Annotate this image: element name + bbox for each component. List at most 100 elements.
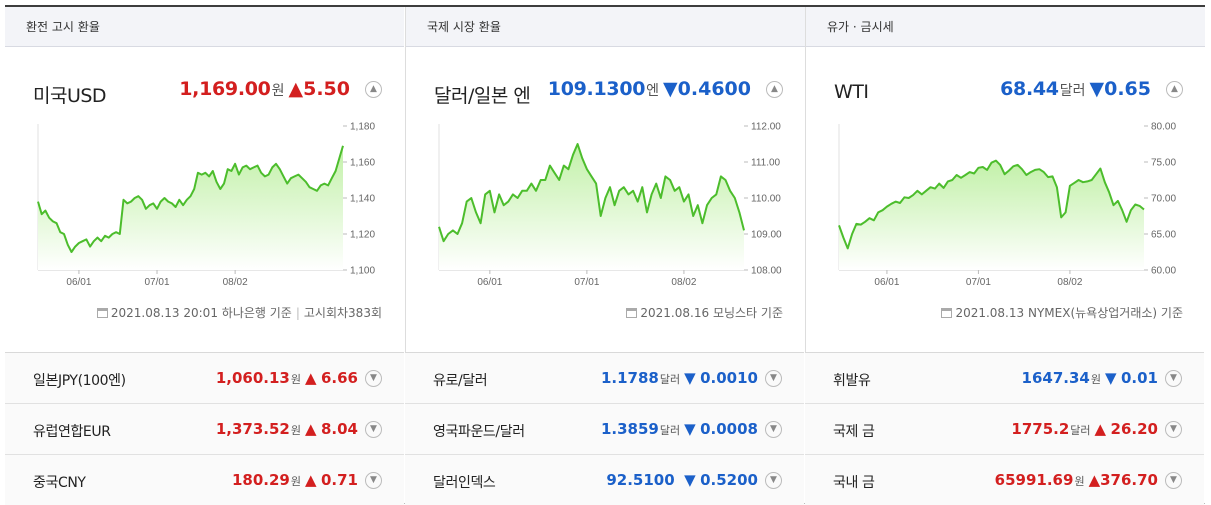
row-value: 1,373.52원 ▲ 8.04	[216, 420, 358, 438]
up-arrow-icon: ▲	[304, 420, 317, 438]
row-number: 1.1788	[600, 369, 659, 387]
list-item[interactable]: 국내 금 65991.69원 ▲376.70 ▼	[805, 454, 1204, 505]
list-item[interactable]: 유럽연합EUR 1,373.52원 ▲ 8.04 ▼	[5, 403, 404, 454]
y-tick-label: 112.00	[751, 122, 781, 133]
row-number: 1,060.13	[215, 369, 290, 387]
panel-header: 환전 고시 환율	[5, 7, 404, 47]
y-tick-label: 75.00	[1151, 158, 1176, 169]
quote-list: 일본JPY(100엔) 1,060.13원 ▲ 6.66 ▼ 유럽연합EUR 1,…	[5, 352, 404, 505]
x-tick-label: 07/01	[574, 277, 599, 288]
list-item[interactable]: 중국CNY 180.29원 ▲ 0.71 ▼	[5, 454, 404, 505]
footer-date: 2021.08.13	[955, 306, 1025, 320]
row-unit: 달러	[659, 373, 681, 386]
row-name: 중국CNY	[33, 475, 86, 491]
panel-exchange-notice: 환전 고시 환율 미국USD 1,169.00원 ▲5.50 ▲ 1,100 1,1…	[5, 7, 404, 503]
down-arrow-icon: ▼	[684, 471, 696, 489]
main-quote-change: 0.65	[1104, 78, 1151, 100]
x-tick-label: 08/02	[223, 277, 248, 288]
down-arrow-icon: ▼	[663, 78, 678, 100]
main-quote-row[interactable]: WTI 68.44달러 ▼0.65 ▲	[834, 68, 1183, 108]
expand-icon[interactable]: ▼	[765, 421, 782, 438]
row-value: 1775.2달러 ▲ 26.20	[1011, 420, 1158, 438]
calendar-icon	[626, 308, 638, 318]
row-value: 65991.69원 ▲376.70	[995, 471, 1158, 489]
row-value: 1.1788달러 ▼ 0.0010	[601, 369, 758, 387]
down-arrow-icon: ▼	[684, 369, 696, 387]
main-quote-row[interactable]: 미국USD 1,169.00원 ▲5.50 ▲	[33, 68, 382, 108]
row-unit: 원	[290, 373, 301, 386]
expand-icon[interactable]: ▼	[1165, 370, 1182, 387]
main-quote-row[interactable]: 달러/일본 엔 109.1300엔 ▼0.4600 ▲	[434, 68, 783, 108]
main-quote-number: 68.44	[1000, 78, 1059, 100]
row-number: 180.29	[231, 471, 290, 489]
x-tick-label: 06/01	[66, 277, 91, 288]
market-widget: 환전 고시 환율 미국USD 1,169.00원 ▲5.50 ▲ 1,100 1,1…	[5, 5, 1205, 505]
collapse-icon[interactable]: ▲	[365, 81, 382, 98]
y-tick-label: 1,180	[350, 122, 375, 133]
chart-footer: 2021.08.16 모닝스타 기준	[626, 304, 783, 321]
down-arrow-icon: ▼	[684, 420, 696, 438]
row-change: 0.0010	[700, 369, 758, 387]
row-change: 26.20	[1110, 420, 1158, 438]
row-number: 1,373.52	[215, 420, 290, 438]
chart-line	[838, 159, 1145, 250]
x-tick-label: 08/02	[671, 277, 696, 288]
list-item[interactable]: 달러인덱스 92.5100 ▼ 0.5200 ▼	[405, 454, 804, 505]
down-arrow-icon: ▼	[1089, 78, 1105, 100]
y-tick-label: 108.00	[751, 266, 782, 277]
footer-source: NYMEX(뉴욕상업거래소) 기준	[1027, 306, 1183, 320]
up-arrow-icon: ▲	[1094, 420, 1107, 438]
row-name: 휘발유	[833, 373, 871, 389]
panel-header: 유가 · 금시세	[806, 7, 1205, 47]
main-quote: 달러/일본 엔 109.1300엔 ▼0.4600 ▲ 108.00 109.00 1…	[406, 47, 805, 352]
expand-icon[interactable]: ▼	[765, 472, 782, 489]
list-item[interactable]: 휘발유 1647.34원 ▼ 0.01 ▼	[805, 352, 1204, 403]
footer-source: 하나은행 기준	[221, 306, 292, 320]
row-number: 92.5100	[606, 471, 675, 489]
chart-footer: 2021.08.13 20:01 하나은행 기준 | 고시회차383회	[96, 304, 382, 321]
y-tick-label: 1,120	[350, 230, 375, 241]
row-number: 65991.69	[994, 471, 1074, 489]
expand-icon[interactable]: ▼	[365, 421, 382, 438]
main-quote-number: 1,169.00	[179, 78, 271, 100]
x-tick-label: 07/01	[966, 277, 991, 288]
main-quote-change: 5.50	[303, 78, 350, 100]
row-unit: 원	[290, 424, 301, 437]
list-item[interactable]: 일본JPY(100엔) 1,060.13원 ▲ 6.66 ▼	[5, 352, 404, 403]
main-quote-change: 0.4600	[677, 78, 751, 100]
y-tick-label: 80.00	[1151, 122, 1176, 133]
list-item[interactable]: 유로/달러 1.1788달러 ▼ 0.0010 ▼	[405, 352, 804, 403]
row-change: 0.0008	[700, 420, 758, 438]
expand-icon[interactable]: ▼	[1165, 421, 1182, 438]
expand-icon[interactable]: ▼	[1165, 472, 1182, 489]
row-change: 376.70	[1100, 471, 1158, 489]
list-item[interactable]: 국제 금 1775.2달러 ▲ 26.20 ▼	[805, 403, 1204, 454]
row-value: 92.5100 ▼ 0.5200	[606, 471, 758, 489]
expand-icon[interactable]: ▼	[765, 370, 782, 387]
y-tick-label: 1,100	[350, 266, 375, 277]
x-tick-label: 08/02	[1057, 277, 1082, 288]
usd-krw-chart: 1,100 1,120 1,140 1,160 1,180 06/01 07/01 08/02	[37, 122, 375, 288]
down-arrow-icon: ▼	[1104, 369, 1117, 387]
main-quote-name: WTI	[834, 81, 869, 103]
chart-footer: 2021.08.13 NYMEX(뉴욕상업거래소) 기준	[941, 304, 1183, 321]
expand-icon[interactable]: ▼	[365, 472, 382, 489]
footer-source: 모닝스타 기준	[712, 306, 783, 320]
up-arrow-icon: ▲	[1088, 471, 1101, 489]
usd-jpy-chart: 108.00 109.00 110.00 111.00 112.00 06/01 07/01…	[438, 122, 782, 288]
quote-list: 유로/달러 1.1788달러 ▼ 0.0010 ▼ 영국파운드/달러 1.3859…	[405, 352, 804, 505]
row-change: 8.04	[320, 420, 358, 438]
calendar-icon	[96, 308, 108, 318]
collapse-icon[interactable]: ▲	[766, 81, 783, 98]
row-name: 국제 금	[833, 424, 875, 440]
chart-line	[438, 143, 745, 243]
main-quote-unit: 엔	[646, 83, 660, 99]
list-item[interactable]: 영국파운드/달러 1.3859달러 ▼ 0.0008 ▼	[405, 403, 804, 454]
up-arrow-icon: ▲	[304, 471, 317, 489]
collapse-icon[interactable]: ▲	[1166, 81, 1183, 98]
y-tick-label: 111.00	[751, 158, 781, 169]
expand-icon[interactable]: ▼	[365, 370, 382, 387]
row-change: 0.5200	[700, 471, 758, 489]
footer-date: 2021.08.16	[640, 306, 710, 320]
quote-list: 휘발유 1647.34원 ▼ 0.01 ▼ 국제 금 1775.2달러 ▲ 26.2…	[805, 352, 1204, 505]
